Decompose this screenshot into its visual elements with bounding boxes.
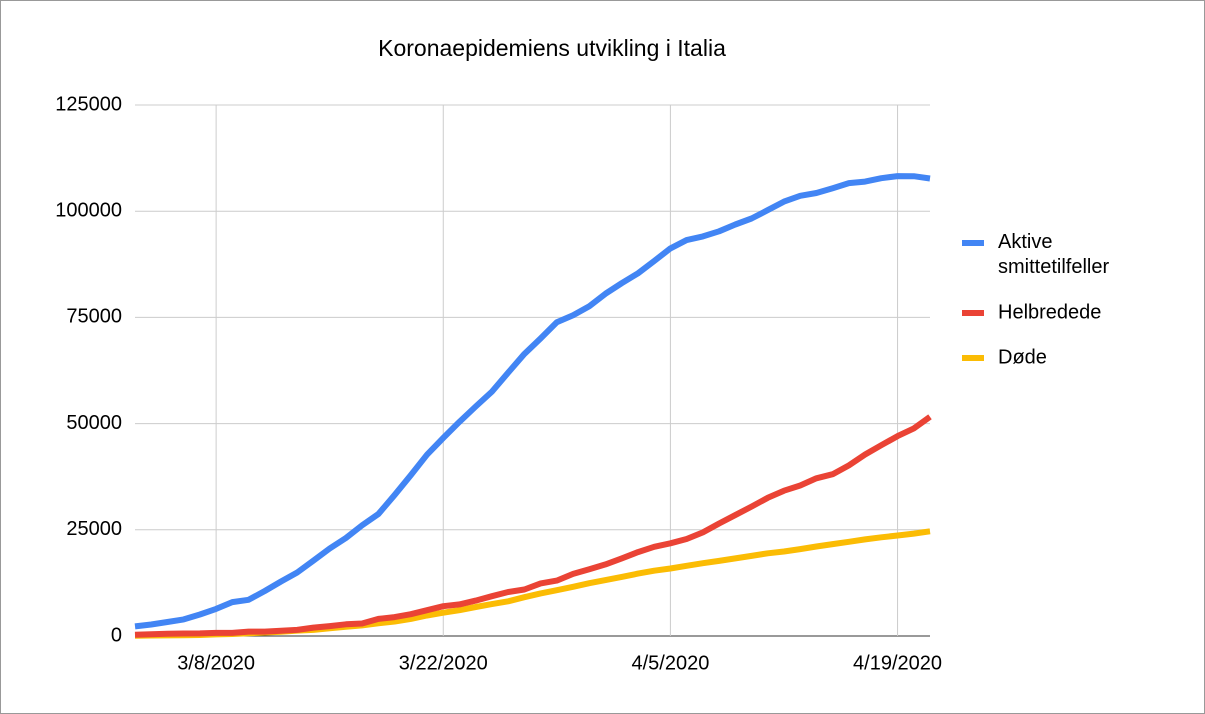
y-tick-label: 75000 bbox=[66, 306, 122, 328]
legend-label-line: Aktive bbox=[998, 231, 1052, 253]
data-line bbox=[134, 173, 931, 630]
x-tick-label: 3/22/2020 bbox=[399, 652, 488, 674]
legend-label: Helbredede bbox=[998, 301, 1101, 323]
y-tick-label: 50000 bbox=[66, 412, 122, 434]
y-tick-label: 100000 bbox=[55, 199, 122, 221]
legend-label-line: smittetilfeller bbox=[998, 256, 1109, 278]
legend-label: Aktive smittetilfeller bbox=[998, 231, 1109, 278]
x-tick-label: 3/8/2020 bbox=[177, 652, 255, 674]
x-tick-label: 4/19/2020 bbox=[853, 652, 942, 674]
legend-label: Døde bbox=[998, 346, 1047, 368]
data-line bbox=[134, 414, 932, 638]
x-tick-label: 4/5/2020 bbox=[631, 652, 709, 674]
y-tick-label: 125000 bbox=[55, 93, 122, 115]
chart-title: Koronaepidemiens utvikling i Italia bbox=[378, 35, 726, 61]
y-tick-label: 25000 bbox=[66, 518, 122, 540]
y-tick-label: 0 bbox=[111, 624, 122, 646]
